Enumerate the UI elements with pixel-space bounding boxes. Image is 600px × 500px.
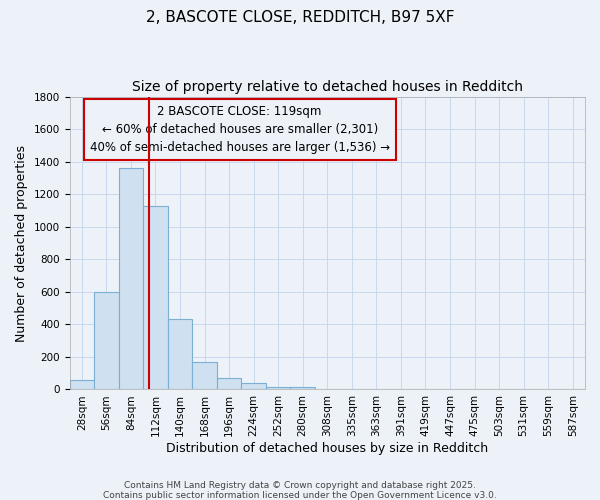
Title: Size of property relative to detached houses in Redditch: Size of property relative to detached ho…	[132, 80, 523, 94]
Text: 2 BASCOTE CLOSE: 119sqm
← 60% of detached houses are smaller (2,301)
40% of semi: 2 BASCOTE CLOSE: 119sqm ← 60% of detache…	[89, 106, 389, 154]
Bar	[217, 378, 241, 390]
Bar	[290, 388, 315, 390]
Bar	[70, 380, 94, 390]
Bar	[241, 383, 266, 390]
X-axis label: Distribution of detached houses by size in Redditch: Distribution of detached houses by size …	[166, 442, 488, 455]
Bar	[266, 387, 290, 390]
Bar	[192, 362, 217, 390]
Text: 2, BASCOTE CLOSE, REDDITCH, B97 5XF: 2, BASCOTE CLOSE, REDDITCH, B97 5XF	[146, 10, 454, 25]
Bar	[168, 320, 192, 390]
Bar	[143, 206, 168, 390]
Text: Contains public sector information licensed under the Open Government Licence v3: Contains public sector information licen…	[103, 491, 497, 500]
Text: Contains HM Land Registry data © Crown copyright and database right 2025.: Contains HM Land Registry data © Crown c…	[124, 481, 476, 490]
Y-axis label: Number of detached properties: Number of detached properties	[15, 144, 28, 342]
Bar	[94, 292, 119, 390]
Bar	[119, 168, 143, 390]
